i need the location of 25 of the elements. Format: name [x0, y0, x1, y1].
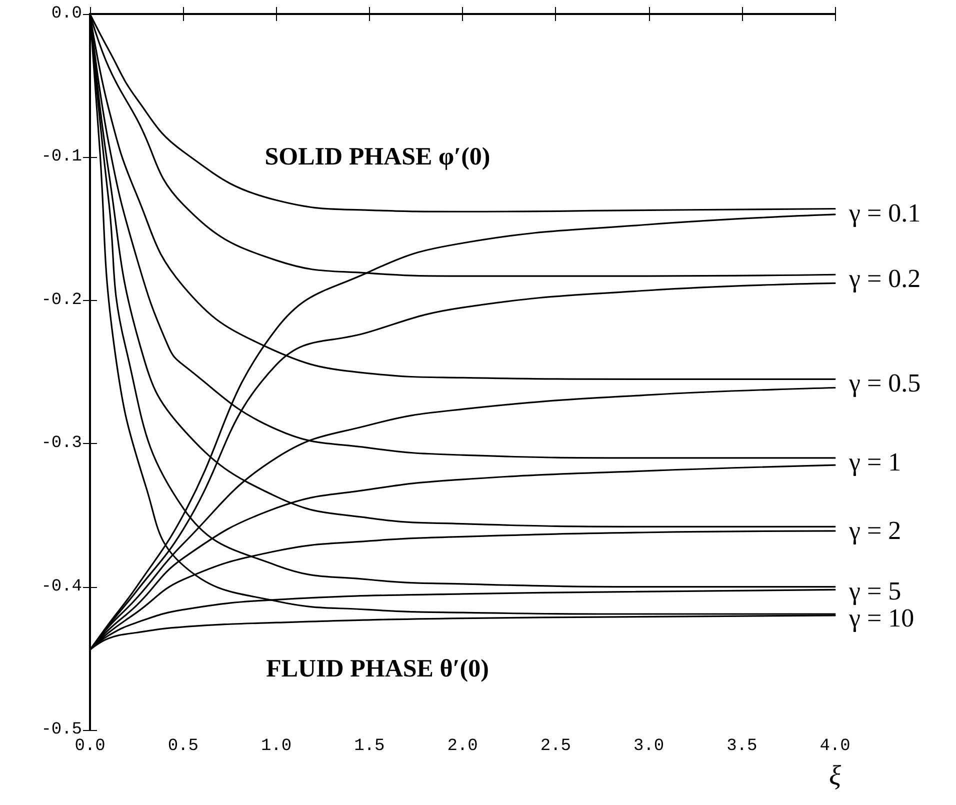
- x-axis-title: ξ: [829, 760, 841, 792]
- series-label: γ = 0.1: [848, 198, 921, 228]
- series-label: γ = 2: [848, 516, 902, 546]
- x-tick-label: 0.0: [74, 737, 106, 756]
- series-label: γ = 5: [848, 576, 902, 606]
- series-label: γ = 0.5: [848, 368, 921, 398]
- x-tick-label: 3.5: [726, 737, 758, 756]
- x-tick-label: 4.0: [820, 737, 850, 756]
- y-tick-label: -0.1: [41, 148, 82, 167]
- y-tick-label: -0.5: [41, 720, 82, 740]
- annotation: FLUID PHASE θ′(0): [266, 656, 489, 683]
- annotation: SOLID PHASE φ′(0): [264, 144, 490, 171]
- series-label: γ = 10: [848, 604, 914, 633]
- x-tick-label: 1.5: [354, 737, 385, 756]
- series-label: γ = 1: [848, 447, 902, 476]
- x-tick-label: 3.0: [633, 737, 664, 756]
- y-tick-label: -0.3: [41, 434, 82, 454]
- x-tick-label: 2.5: [540, 737, 571, 756]
- y-tick-label: -0.2: [41, 290, 82, 310]
- series-label: γ = 0.2: [848, 264, 921, 294]
- y-tick-label: 0.0: [51, 4, 82, 24]
- x-tick-label: 0.5: [168, 737, 198, 756]
- x-tick-label: 2.0: [447, 737, 478, 756]
- x-tick-label: 1.0: [260, 737, 292, 756]
- y-tick-label: -0.4: [41, 577, 82, 596]
